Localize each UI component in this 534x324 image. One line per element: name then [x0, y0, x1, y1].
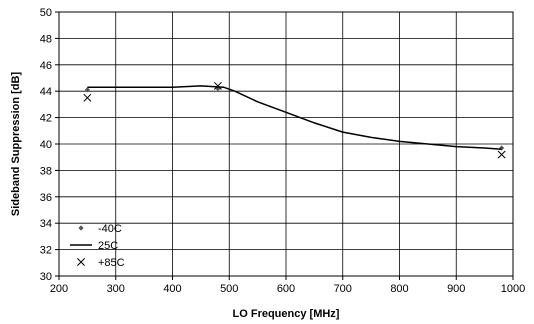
y-tick-label: 46 — [40, 60, 52, 72]
data-point-85c — [213, 81, 222, 90]
x-tick-label: 900 — [447, 283, 465, 295]
x-marker-stroke — [83, 93, 92, 102]
x-axis-title: LO Frequency [MHz] — [233, 308, 340, 320]
legend-swatch-85c — [77, 258, 85, 266]
legend-label-85c: +85C — [98, 257, 125, 269]
x-tick-label: 1000 — [501, 283, 525, 295]
x-tick-label: 700 — [334, 283, 352, 295]
data-point-40c — [499, 145, 505, 151]
y-tick-label: 44 — [40, 86, 52, 98]
x-marker-stroke — [497, 150, 506, 159]
x-tick-label: 300 — [107, 283, 125, 295]
data-point-40c — [84, 87, 90, 93]
y-tick-label: 32 — [40, 245, 52, 257]
data-series — [83, 81, 506, 159]
x-marker-stroke — [213, 81, 222, 90]
y-tick-label: 42 — [40, 113, 52, 125]
legend-label-40c: -40C — [98, 223, 122, 235]
x-tick-label: 600 — [277, 283, 295, 295]
y-tick-label: 48 — [40, 33, 52, 45]
y-tick-label: 34 — [40, 218, 52, 230]
y-tick-label: 38 — [40, 165, 52, 177]
x-tick-label: 800 — [390, 283, 408, 295]
y-tick-label: 40 — [40, 139, 52, 151]
legend: -40C 25C +85C — [70, 223, 125, 269]
legend-label-25c: 25C — [98, 240, 118, 252]
series-line-25c — [87, 85, 502, 151]
tick-labels: 200 300 400 500 600 700 800 900 1000 30 32 34 36 38 40… — [40, 7, 525, 295]
y-tick-label: 36 — [40, 192, 52, 204]
x-marker-stroke — [77, 258, 85, 266]
y-tick-label: 50 — [40, 7, 52, 19]
legend-swatch-40c — [78, 225, 84, 231]
data-point-85c — [497, 150, 506, 159]
x-tick-label: 500 — [220, 283, 238, 295]
x-tick-label: 200 — [50, 283, 68, 295]
y-tick-label: 30 — [40, 271, 52, 283]
data-point-85c — [83, 93, 92, 102]
gridlines — [59, 12, 513, 276]
x-tick-label: 400 — [163, 283, 181, 295]
y-axis-title: Sideband Suppression [dB] — [10, 72, 22, 217]
